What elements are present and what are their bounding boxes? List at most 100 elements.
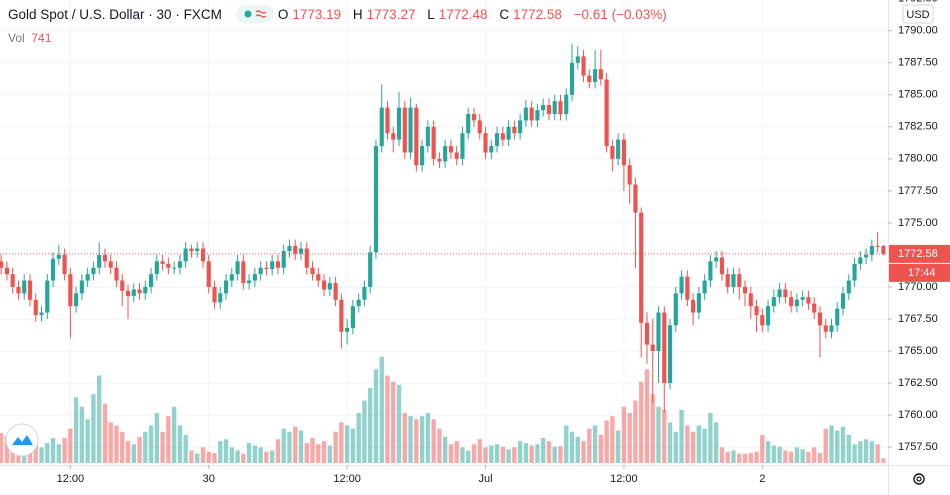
candle-body xyxy=(270,261,275,270)
y-tick-label: 1782.50 xyxy=(898,121,938,133)
volume-bar xyxy=(298,430,304,463)
candle-body xyxy=(293,245,298,254)
volume-bar xyxy=(33,444,38,463)
ohlc-label: L xyxy=(427,6,435,22)
candle-body xyxy=(835,308,840,326)
candle-body xyxy=(691,299,696,313)
candle-body xyxy=(200,248,206,262)
volume-bar xyxy=(512,447,517,463)
symbol-title[interactable]: Gold Spot / U.S. Dollar · 30 · FXCM xyxy=(8,6,222,22)
volume-bar xyxy=(460,447,465,463)
volume-bar xyxy=(269,450,275,463)
volume-bar xyxy=(846,434,851,463)
candle-body xyxy=(789,297,794,307)
status-icons xyxy=(244,10,267,18)
candle-body xyxy=(321,280,327,290)
candle-body xyxy=(56,254,61,259)
volume-bar xyxy=(667,422,673,463)
candle-body xyxy=(518,120,523,134)
volume-bar xyxy=(362,400,367,463)
ohlc-value: 1772.48 xyxy=(438,6,488,22)
ohlc-label: C xyxy=(499,6,510,22)
candle-body xyxy=(714,257,719,262)
volume-bar xyxy=(396,384,402,463)
volume-bar xyxy=(610,416,615,463)
candle-body xyxy=(558,101,563,115)
candle-body xyxy=(408,107,413,153)
volume-bar xyxy=(229,447,234,463)
candle-body xyxy=(97,254,102,268)
grid xyxy=(0,0,888,465)
volume-bar xyxy=(27,449,33,463)
ohlc-label: O xyxy=(277,6,289,22)
volume-bar xyxy=(627,413,632,463)
candle-body xyxy=(443,146,448,162)
gear-center xyxy=(916,476,922,482)
candle-body xyxy=(708,261,713,281)
candle-body xyxy=(702,280,707,294)
ohlc-l: L 1772.48 xyxy=(427,7,491,22)
candle-body xyxy=(154,261,159,275)
volume-bar xyxy=(569,431,575,463)
candle-body xyxy=(506,126,511,140)
candle-body xyxy=(881,246,886,254)
candle-body xyxy=(685,276,690,300)
candle-body xyxy=(523,107,528,121)
volume-bar xyxy=(4,436,10,463)
candle-body xyxy=(875,245,880,247)
settings-icon[interactable] xyxy=(913,473,925,485)
y-tick-label: 1780.00 xyxy=(898,153,938,165)
volume-bar xyxy=(39,447,44,463)
candle-body xyxy=(541,105,546,111)
volume-bar xyxy=(829,425,834,463)
candle-body xyxy=(4,267,9,275)
logo-circle xyxy=(5,423,39,457)
volume-bar xyxy=(171,406,177,463)
volume-bar xyxy=(604,420,609,463)
y-tick-label: 1765.00 xyxy=(898,345,938,357)
candle-body xyxy=(771,297,776,307)
volume-bar xyxy=(587,428,592,463)
volume-bar xyxy=(812,447,817,463)
volume-bar xyxy=(108,422,113,463)
volume-bar xyxy=(858,441,863,463)
candle-body xyxy=(275,261,281,268)
candle-body xyxy=(183,248,188,262)
candle-body xyxy=(235,261,240,275)
volume-bar xyxy=(840,426,846,463)
candle-body xyxy=(345,327,350,332)
candle-body xyxy=(362,286,367,300)
status-badge[interactable] xyxy=(235,5,274,23)
candle-body xyxy=(316,274,321,281)
volume-bar xyxy=(408,416,413,463)
candle-body xyxy=(546,105,552,115)
volume-bar xyxy=(327,445,333,463)
volume-bar xyxy=(540,438,546,463)
candle-body xyxy=(552,101,557,115)
volume-bar xyxy=(275,439,281,463)
candle-body xyxy=(869,245,874,255)
volume-bar xyxy=(189,450,194,463)
candle-body xyxy=(195,248,200,252)
volume-bar xyxy=(592,425,598,463)
candle-body xyxy=(339,299,344,332)
y-tick-label: 1775.00 xyxy=(898,217,938,229)
volume-bar xyxy=(391,381,396,463)
volume-bar xyxy=(206,451,211,463)
volume-bar xyxy=(442,436,448,463)
candle-body xyxy=(68,274,73,307)
candle-body xyxy=(252,274,257,281)
change: −0.61 (−0.03%) xyxy=(573,6,667,22)
volume-bar xyxy=(125,441,131,463)
volume-bar xyxy=(788,451,794,463)
volume-bar xyxy=(223,439,229,463)
candle-body xyxy=(102,254,108,262)
currency-box[interactable] xyxy=(902,4,934,24)
volume-bar xyxy=(765,441,771,463)
candle-body xyxy=(223,280,229,294)
volume-bar xyxy=(316,444,321,463)
candle-body xyxy=(350,306,355,328)
volume-bar xyxy=(183,434,188,463)
